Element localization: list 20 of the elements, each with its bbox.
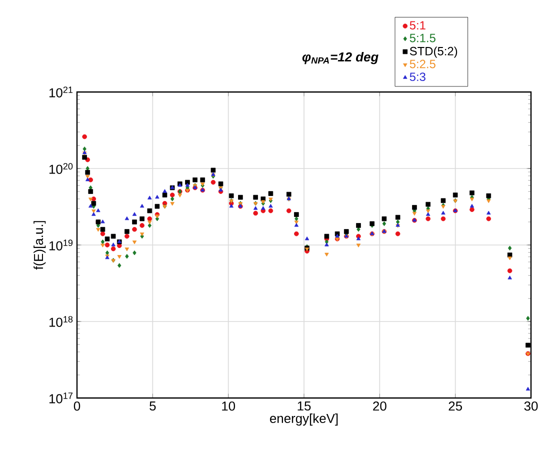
chart-title: φ$_{NPA}$=12 deg bbox=[302, 52, 378, 64]
legend-label: 5:3 bbox=[410, 72, 426, 82]
legend-label: STD(5:2) bbox=[410, 46, 458, 58]
y-tick-label: 10$^{17}$ bbox=[49, 392, 73, 404]
x-tick-label: 15 bbox=[298, 402, 311, 411]
x-axis-title: energy[keV] bbox=[270, 414, 338, 426]
x-tick-label: 0 bbox=[74, 402, 80, 411]
y-tick-label: 10$^{19}$ bbox=[49, 240, 73, 250]
x-tick-label: 10 bbox=[222, 402, 236, 411]
x-tick-label: 25 bbox=[448, 402, 462, 411]
x-tick-label: 20 bbox=[373, 402, 386, 411]
y-tick-label: 10$^{21}$ bbox=[49, 86, 73, 98]
legend-label: 5:1.5 bbox=[410, 34, 436, 42]
legend-label: 5:2.5 bbox=[410, 60, 436, 68]
y-tick-label: 10$^{18}$ bbox=[49, 316, 73, 327]
x-tick-label: 30 bbox=[524, 402, 538, 411]
legend-label: 5:1 bbox=[410, 21, 426, 30]
x-tick-label: 5 bbox=[150, 402, 156, 411]
y-axis-title: f(E)[a.u.] bbox=[34, 221, 46, 270]
y-tick-label: 10$^{20}$ bbox=[49, 163, 73, 174]
